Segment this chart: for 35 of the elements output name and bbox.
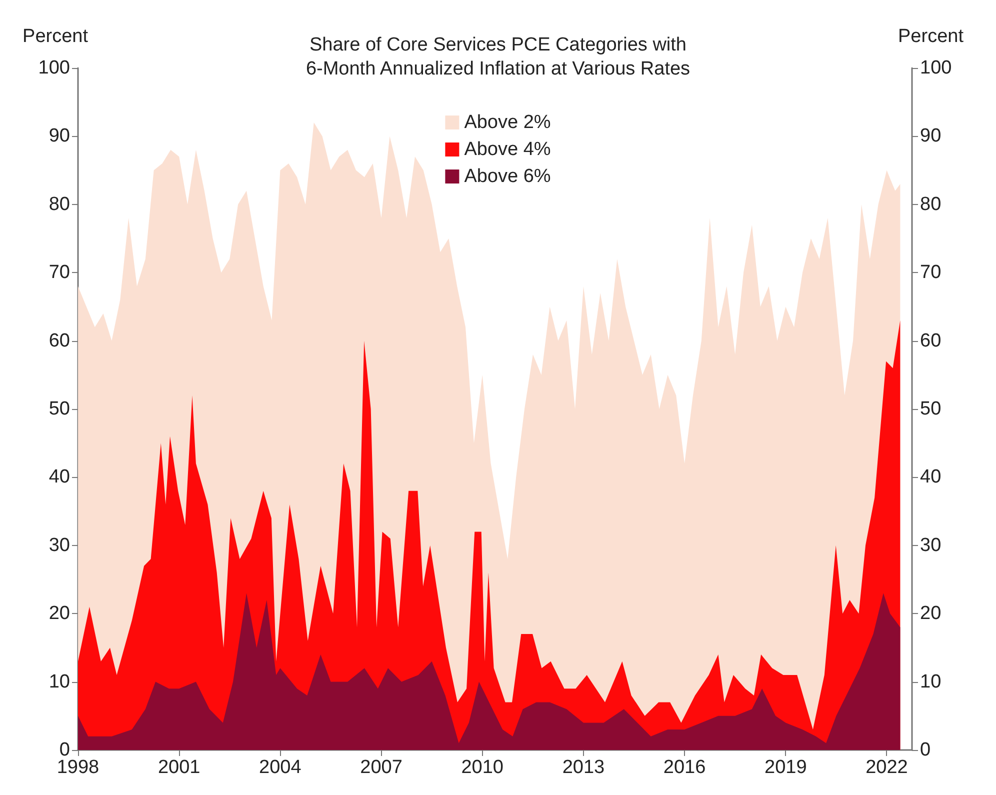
y-tick-label: 100 [38,58,70,78]
y2-tick-label: 10 [920,671,942,692]
y2-tick-label: 100 [920,58,952,78]
y2-tick-label: 0 [920,740,931,760]
x-tick-label: 2001 [158,757,200,778]
x-tick-label: 2004 [259,757,302,778]
y2-tick-label: 70 [920,262,942,284]
x-tick-label: 2019 [764,757,807,778]
y-tick-label: 90 [48,126,70,147]
x-tick-label: 2007 [360,757,402,778]
y-tick-label: 30 [48,534,70,556]
y2-axis-title: Percent [898,26,964,47]
y2-tick-label: 20 [920,603,942,624]
y-tick-label: 20 [48,603,70,624]
y-tick-label: 10 [48,671,70,692]
y-axis-title: Percent [22,26,89,47]
y2-tick-label: 90 [920,126,942,147]
y2-tick-label: 60 [920,330,942,352]
chart-title: Share of Core Services PCE Categories with 6-Month Annualized Inflation at Various Rates [306,34,690,80]
x-tick-label: 2016 [663,757,706,778]
x-tick-label: 2013 [562,757,605,778]
y-tick-label: 40 [48,466,70,488]
x-tick-label: 2010 [461,757,504,778]
y-tick-label: 50 [48,398,70,420]
y2-tick-label: 40 [920,466,942,488]
y-tick-label: 60 [48,330,70,352]
y-tick-label: 70 [48,262,70,284]
y-tick-label: 80 [48,194,70,215]
legend-label: Above 4% [464,139,551,160]
legend-label: Above 6% [464,166,551,187]
x-tick-label: 2022 [866,757,908,778]
legend-label: Above 2% [464,112,551,133]
y2-tick-label: 80 [920,194,942,215]
y2-tick-label: 30 [920,534,942,556]
y2-tick-label: 50 [920,398,942,420]
